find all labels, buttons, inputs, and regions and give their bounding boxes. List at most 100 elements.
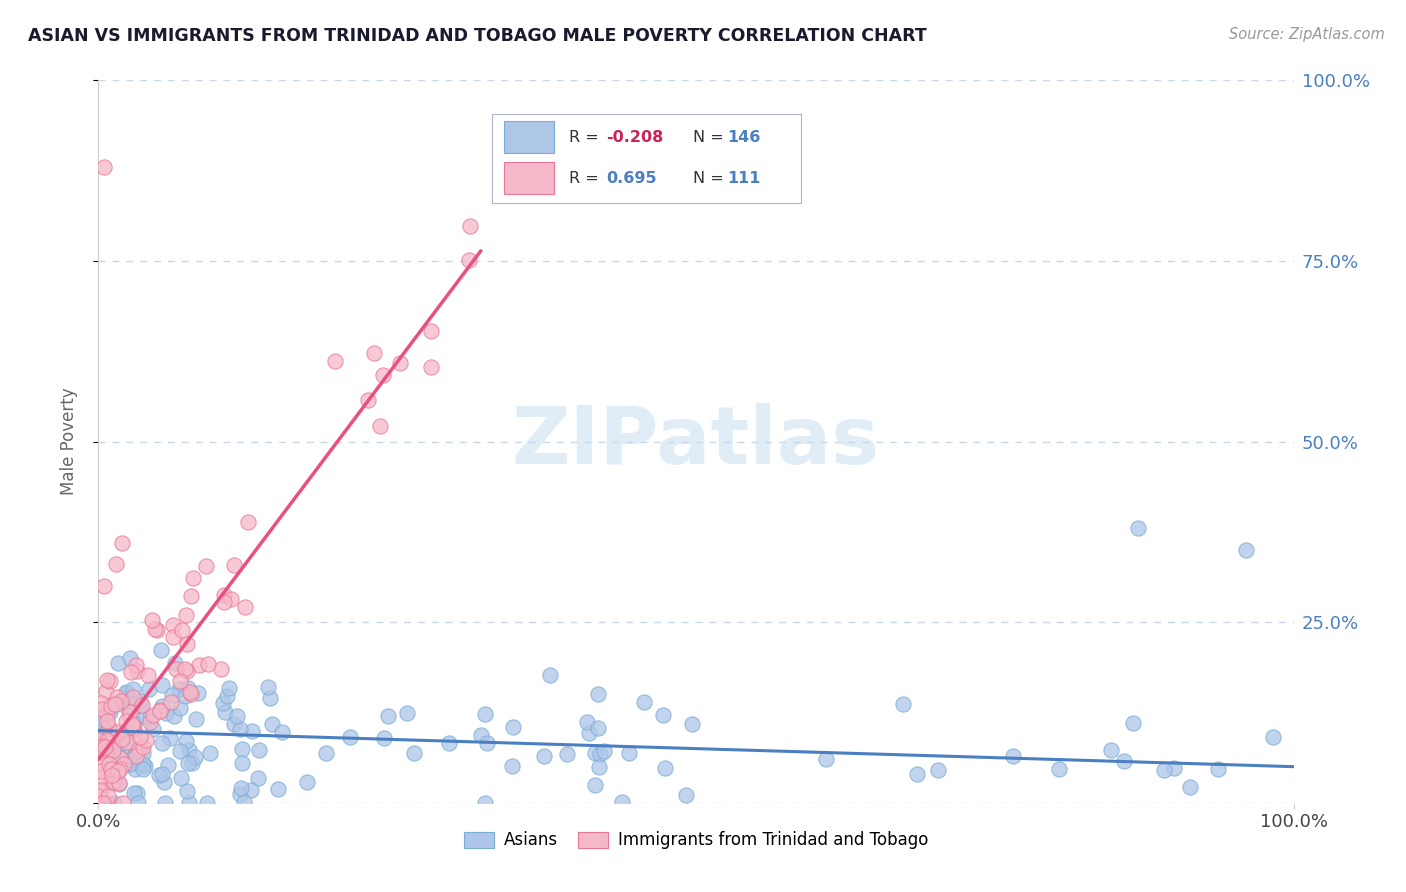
Point [815, 752, 838, 766]
Point [197, 657, 219, 671]
Point [91, 718, 114, 732]
Point [149, 704, 172, 718]
Point [96, 714, 118, 728]
Point [323, 354, 346, 368]
Point [377, 708, 399, 723]
Point [101, 743, 124, 757]
Point [120, 705, 142, 719]
Point [91, 723, 114, 737]
Point [111, 732, 134, 747]
Point [89, 771, 111, 785]
Point [96, 735, 118, 749]
Point [538, 668, 561, 682]
Point [167, 681, 190, 696]
Point [129, 731, 152, 745]
Point [135, 733, 157, 747]
Point [153, 775, 176, 789]
Point [183, 571, 205, 585]
Point [101, 767, 124, 781]
Point [229, 788, 252, 802]
Point [173, 662, 195, 676]
Point [373, 731, 395, 746]
Point [120, 752, 142, 766]
Point [141, 613, 163, 627]
Point [194, 559, 217, 574]
Text: 111: 111 [727, 170, 761, 186]
Point [103, 775, 125, 789]
Point [555, 747, 578, 761]
Point [174, 689, 197, 703]
Point [128, 742, 150, 756]
Point [122, 719, 145, 733]
Point [402, 746, 425, 760]
Point [93, 579, 115, 593]
Point [156, 757, 179, 772]
Point [162, 688, 184, 702]
Point [138, 710, 160, 724]
Point [177, 756, 200, 770]
Point [93, 160, 115, 174]
Point [458, 219, 481, 233]
Point [128, 694, 150, 708]
Point [163, 709, 186, 723]
Point [257, 680, 280, 694]
Text: 146: 146 [727, 129, 761, 145]
Point [96, 704, 118, 718]
Point [127, 796, 149, 810]
Point [209, 662, 232, 676]
Point [905, 767, 928, 781]
Point [652, 708, 675, 723]
Point [101, 774, 124, 789]
Point [357, 393, 380, 408]
Point [93, 727, 115, 741]
Point [586, 721, 609, 735]
Text: -0.208: -0.208 [606, 129, 664, 145]
Point [100, 762, 122, 776]
Point [363, 345, 385, 359]
Point [675, 788, 697, 802]
Point [180, 589, 202, 603]
Point [94, 739, 117, 754]
Point [891, 697, 914, 711]
Point [124, 658, 146, 673]
Point [170, 771, 193, 785]
Point [165, 662, 187, 676]
Point [212, 696, 235, 710]
Point [107, 776, 129, 790]
Point [654, 761, 676, 775]
Point [107, 764, 129, 779]
Point [187, 686, 209, 700]
Point [474, 706, 496, 721]
Point [115, 686, 138, 700]
Point [139, 715, 162, 730]
Point [100, 732, 122, 747]
Point [125, 664, 148, 678]
Point [389, 356, 412, 370]
Point [212, 588, 235, 602]
Point [180, 756, 202, 771]
Point [1153, 763, 1175, 777]
Point [240, 782, 263, 797]
Point [132, 762, 155, 776]
Point [682, 716, 704, 731]
Point [247, 771, 270, 785]
Text: Source: ZipAtlas.com: Source: ZipAtlas.com [1229, 27, 1385, 42]
Point [97, 757, 120, 772]
Point [439, 736, 461, 750]
Point [115, 714, 138, 729]
Point [120, 756, 142, 771]
Point [159, 731, 181, 745]
Point [184, 712, 207, 726]
Point [229, 781, 252, 796]
Point [142, 707, 165, 722]
Point [122, 681, 145, 696]
Point [217, 689, 239, 703]
Point [1099, 743, 1122, 757]
Point [124, 716, 146, 731]
Text: R =: R = [569, 129, 605, 145]
FancyBboxPatch shape [505, 121, 554, 153]
Point [120, 665, 142, 680]
Point [219, 592, 242, 607]
Point [127, 786, 149, 800]
Point [578, 726, 600, 740]
